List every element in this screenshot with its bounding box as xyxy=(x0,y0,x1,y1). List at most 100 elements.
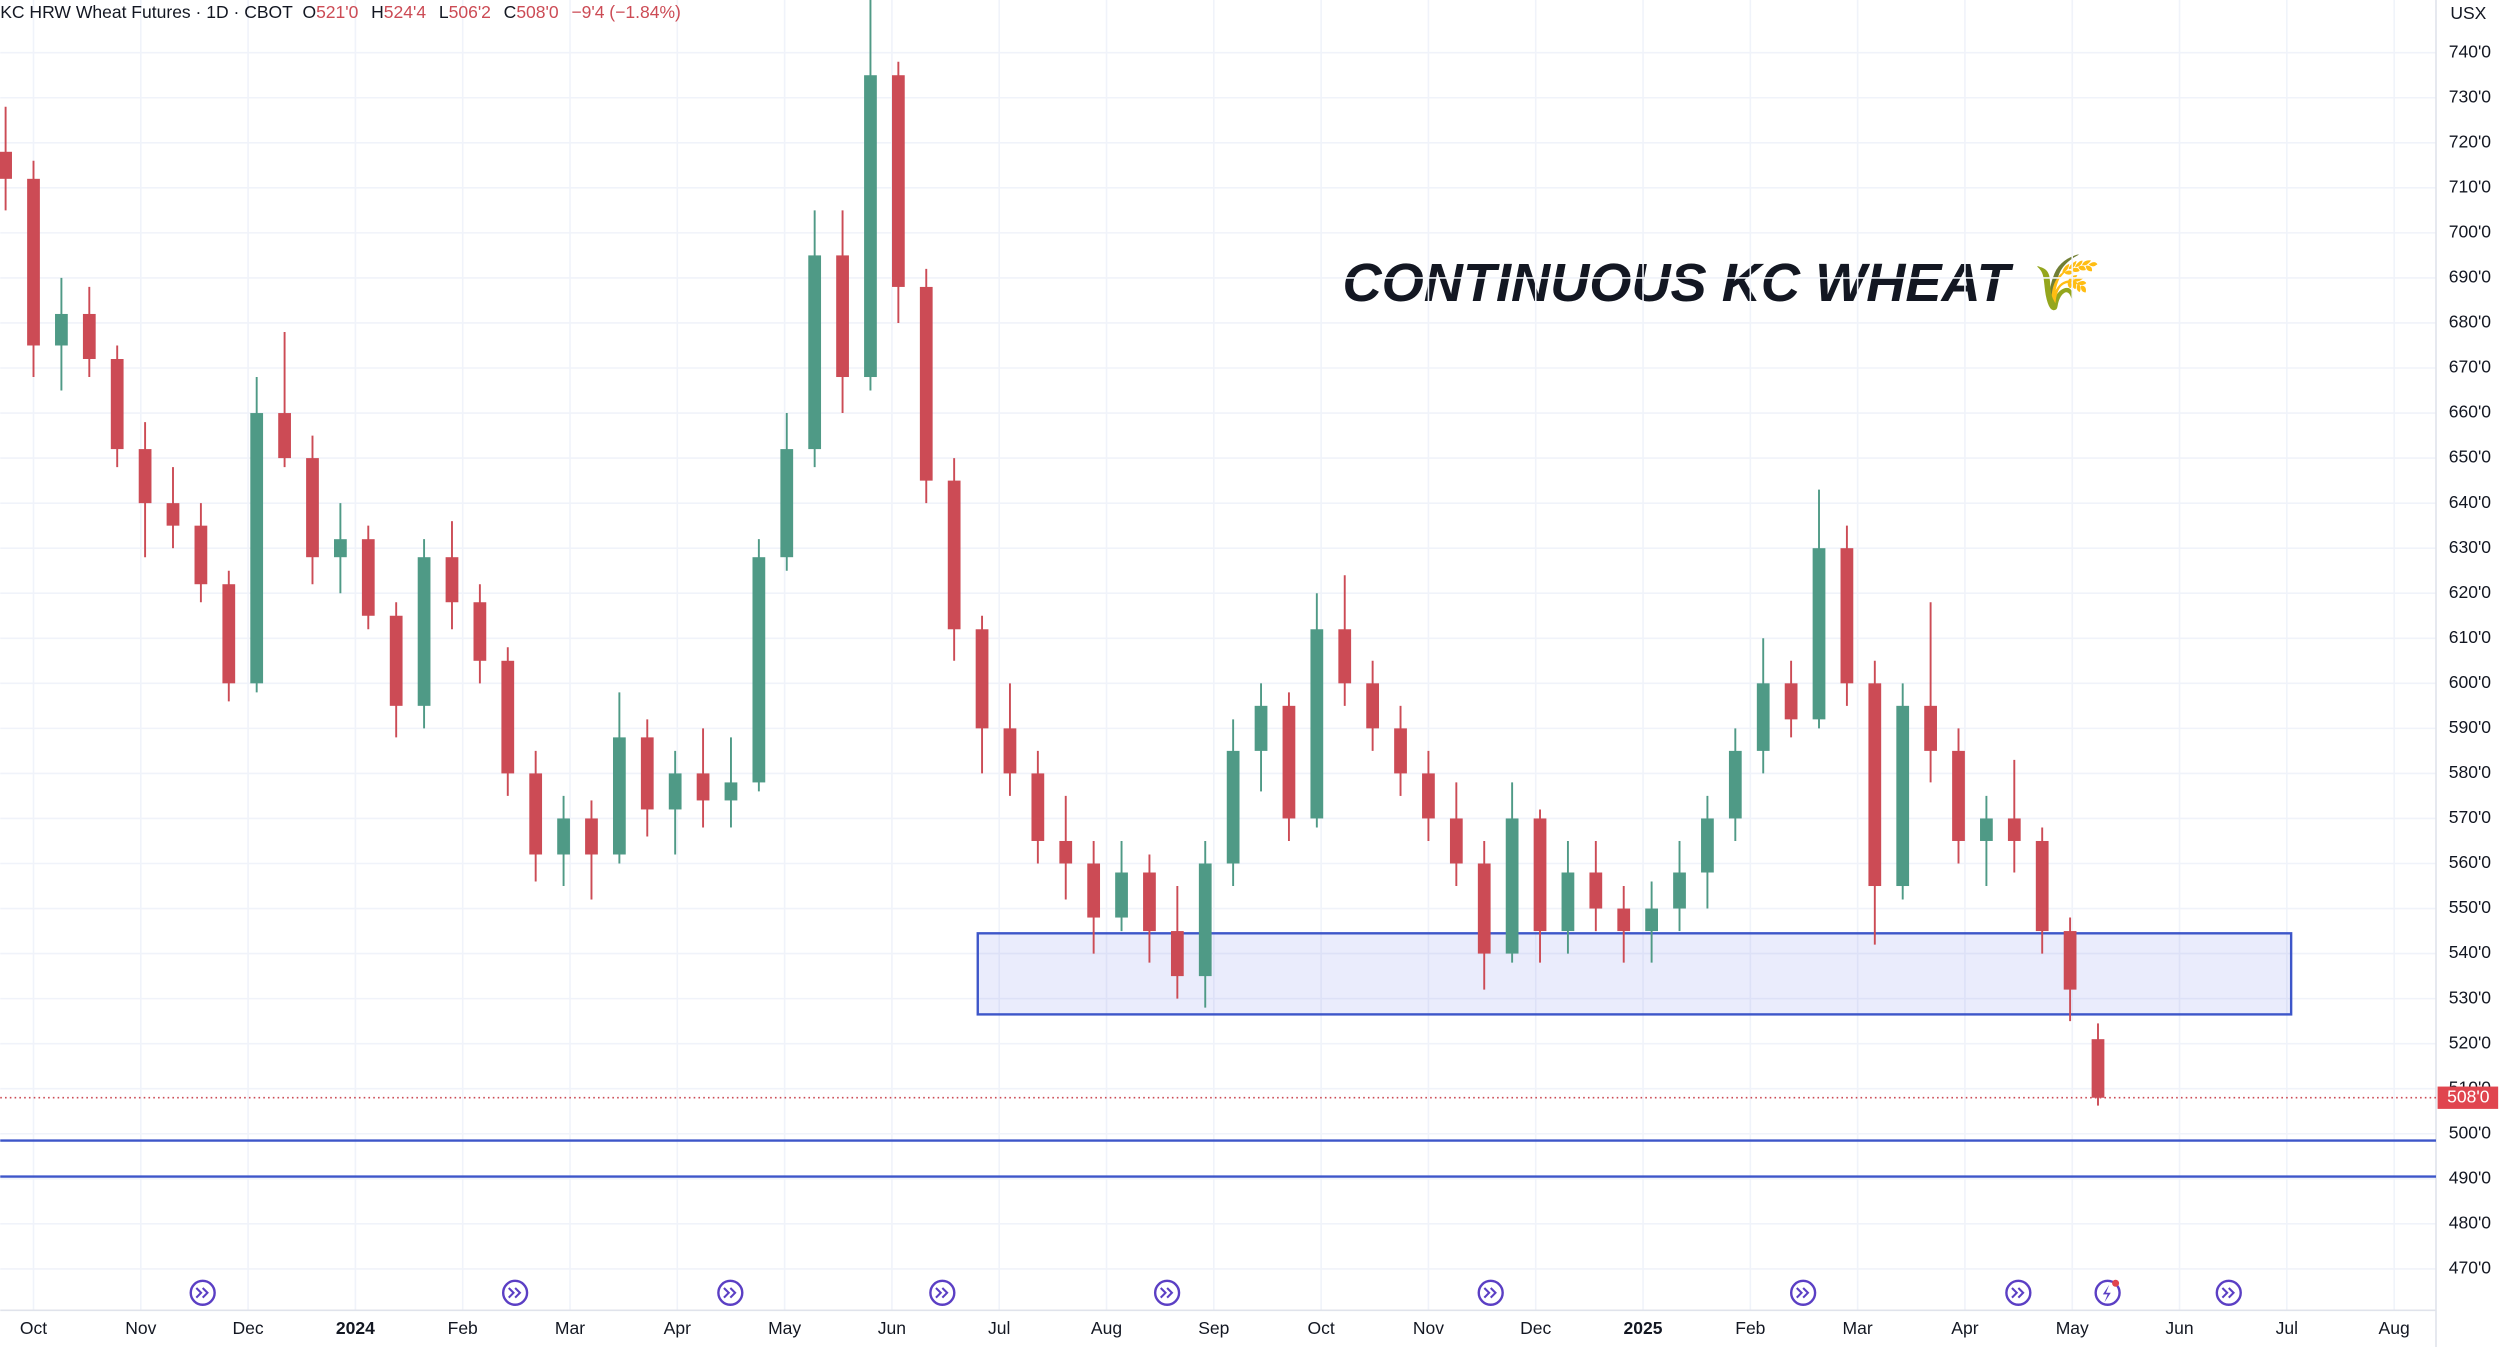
y-tick-label: 520'0 xyxy=(2449,1032,2492,1052)
y-tick-label: 690'0 xyxy=(2449,267,2492,287)
candle-body xyxy=(1115,872,1128,918)
last-price-box xyxy=(2437,1086,2499,1109)
event-icon xyxy=(717,1279,744,1306)
candle-body xyxy=(1784,683,1798,720)
x-tick-label: Nov xyxy=(125,1318,156,1338)
event-icon-dot xyxy=(2112,1279,2120,1287)
candle-body xyxy=(529,773,543,855)
candle-body xyxy=(612,737,626,855)
x-tick-label: Dec xyxy=(233,1318,264,1338)
candle-body xyxy=(1031,773,1045,841)
candle-body xyxy=(1254,705,1268,751)
event-icon-arrows xyxy=(1159,1287,1174,1299)
candle-body xyxy=(1952,750,1965,841)
candle-body xyxy=(1059,840,1073,864)
x-tick-label: Mar xyxy=(1843,1318,1873,1338)
candle-body xyxy=(891,75,905,287)
y-tick-label: 490'0 xyxy=(2449,1167,2492,1187)
y-tick-label: 650'0 xyxy=(2449,447,2492,467)
event-icon-arrows xyxy=(1796,1287,1810,1299)
change: −9'4 (−1.84%) xyxy=(571,1,680,21)
candle-body xyxy=(1840,548,1854,684)
candle-body xyxy=(1422,773,1435,819)
candle-body xyxy=(919,286,933,481)
x-tick-label: Nov xyxy=(1413,1318,1444,1338)
annotation: CONTINUOUS KC WHEAT 🌾 xyxy=(1342,253,2101,313)
x-tick-label: Feb xyxy=(1735,1318,1765,1338)
event-icon-circle xyxy=(2215,1279,2242,1306)
candle-body xyxy=(724,782,738,801)
event-icon-circle xyxy=(717,1279,744,1306)
y-tick-label: 630'0 xyxy=(2449,537,2492,557)
candle-body xyxy=(2091,1039,2105,1098)
candle-body xyxy=(2063,931,2077,990)
y-tick-label: 670'0 xyxy=(2449,357,2492,377)
event-icon-arrows xyxy=(508,1287,522,1299)
candle-body xyxy=(2035,840,2049,932)
candle-body xyxy=(1366,683,1380,729)
x-tick-label: May xyxy=(768,1318,801,1338)
candle-body xyxy=(194,525,208,585)
candle-body xyxy=(1477,863,1491,954)
y-tick-label: 530'0 xyxy=(2449,987,2492,1007)
candle-body xyxy=(2007,818,2021,841)
y-tick-label: 550'0 xyxy=(2449,897,2492,917)
candle-body xyxy=(1226,750,1240,864)
candle-body xyxy=(864,75,877,378)
event-icon-arrows xyxy=(723,1287,737,1299)
event-icon xyxy=(189,1279,216,1306)
y-tick-label: 740'0 xyxy=(2449,41,2492,61)
x-tick-label: Oct xyxy=(1308,1318,1335,1338)
y-tick-label: 710'0 xyxy=(2449,176,2492,196)
candle-body xyxy=(1896,705,1910,887)
last-price-label: 508'0 xyxy=(2447,1086,2490,1106)
x-tick-label: Jul xyxy=(2276,1318,2298,1338)
candle-body xyxy=(138,449,152,504)
candle-body xyxy=(1589,872,1603,909)
x-tick-label: 2024 xyxy=(336,1318,375,1338)
ohlc-value: 524'4 xyxy=(384,1,427,21)
y-tick-label: 680'0 xyxy=(2449,312,2492,332)
candle-body xyxy=(1282,705,1296,819)
ohlc-key: L xyxy=(439,1,449,21)
event-icon-arrows xyxy=(1483,1287,1497,1299)
candle-body xyxy=(1673,872,1686,909)
candle-body xyxy=(1980,818,1993,841)
x-tick-label: Apr xyxy=(1951,1318,1978,1338)
y-tick-label: 580'0 xyxy=(2449,762,2492,782)
event-icon xyxy=(1789,1279,1817,1306)
x-tick-label: Mar xyxy=(555,1318,585,1338)
candle-body xyxy=(975,629,989,729)
candle-body xyxy=(1561,872,1575,932)
candle-body xyxy=(1924,705,1937,751)
candle-body xyxy=(222,584,236,684)
candle-body xyxy=(947,480,961,630)
symbol: KC HRW Wheat Futures · 1D · CBOT xyxy=(0,1,293,21)
candle-body xyxy=(640,737,654,810)
event-icon-circle xyxy=(501,1279,529,1306)
event-icon-circle xyxy=(2005,1279,2032,1306)
candle-body xyxy=(1505,818,1519,954)
event-icon-circle xyxy=(1789,1279,1817,1306)
candle-body xyxy=(780,449,794,558)
x-tick-label: May xyxy=(2056,1318,2089,1338)
y-tick-label: 470'0 xyxy=(2449,1258,2492,1278)
x-tick-label: Sep xyxy=(1198,1318,1229,1338)
y-tick-label: 560'0 xyxy=(2449,852,2492,872)
x-tick-label: Jun xyxy=(878,1318,906,1338)
candle-body xyxy=(1617,908,1631,932)
x-tick-label: Jun xyxy=(2165,1318,2193,1338)
event-icon-circle xyxy=(1153,1279,1181,1306)
candle-body xyxy=(668,773,682,810)
candle-body xyxy=(808,255,822,450)
x-tick-label: 2025 xyxy=(1624,1318,1663,1338)
candle-body xyxy=(445,557,459,603)
event-icon-circle xyxy=(929,1279,956,1306)
event-icon xyxy=(1153,1279,1181,1306)
candle-body xyxy=(696,773,710,801)
event-icon-arrows xyxy=(2011,1287,2025,1299)
candle-body xyxy=(0,151,12,179)
candle-body xyxy=(55,313,68,346)
candle-body xyxy=(1701,818,1714,873)
